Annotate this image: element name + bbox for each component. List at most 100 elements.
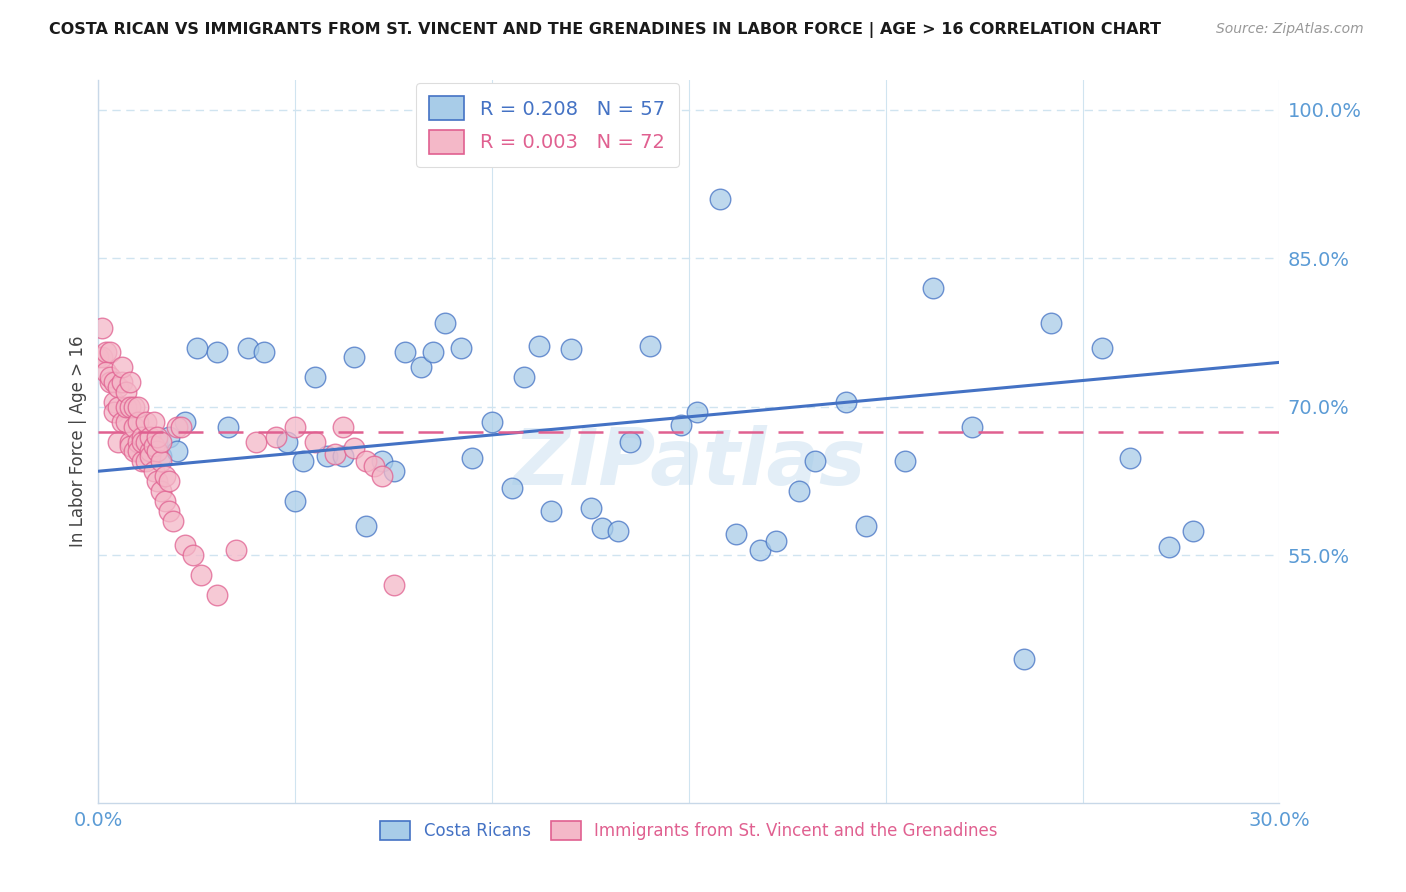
Point <box>135 454 157 468</box>
Point <box>855 518 877 533</box>
Point <box>284 419 307 434</box>
Point <box>529 338 551 352</box>
Point <box>245 434 267 449</box>
Point <box>135 440 157 454</box>
Point <box>115 385 138 400</box>
Point <box>225 543 247 558</box>
Point <box>91 351 114 365</box>
Point <box>103 405 125 419</box>
Point <box>607 524 630 538</box>
Point <box>186 341 208 355</box>
Point <box>118 434 141 449</box>
Point <box>146 434 169 449</box>
Point <box>217 419 239 434</box>
Point <box>332 419 354 434</box>
Point <box>142 415 165 429</box>
Point <box>107 400 129 414</box>
Point <box>118 400 141 414</box>
Point <box>111 415 134 429</box>
Point <box>166 419 188 434</box>
Point <box>481 415 503 429</box>
Point <box>91 320 114 334</box>
Point <box>579 500 602 515</box>
Point <box>87 351 110 365</box>
Point <box>540 504 562 518</box>
Point <box>122 419 145 434</box>
Point <box>162 514 184 528</box>
Point <box>170 419 193 434</box>
Point <box>894 454 917 468</box>
Point <box>103 375 125 389</box>
Point <box>343 351 366 365</box>
Point <box>107 380 129 394</box>
Point <box>127 400 149 414</box>
Text: Source: ZipAtlas.com: Source: ZipAtlas.com <box>1216 22 1364 37</box>
Point <box>669 417 692 432</box>
Point <box>138 429 160 443</box>
Point <box>142 464 165 478</box>
Point <box>122 444 145 458</box>
Point <box>96 345 118 359</box>
Point <box>115 415 138 429</box>
Point <box>1012 652 1035 666</box>
Point <box>284 494 307 508</box>
Point <box>127 444 149 458</box>
Point <box>382 578 405 592</box>
Point <box>174 415 197 429</box>
Point <box>323 447 346 461</box>
Point <box>709 192 731 206</box>
Text: ZIPatlas: ZIPatlas <box>513 425 865 501</box>
Point <box>155 494 177 508</box>
Point <box>131 454 153 468</box>
Point <box>127 434 149 449</box>
Point <box>127 415 149 429</box>
Point <box>1119 451 1142 466</box>
Point <box>411 360 433 375</box>
Point <box>131 434 153 449</box>
Point <box>150 483 173 498</box>
Point <box>111 360 134 375</box>
Point <box>118 440 141 454</box>
Text: COSTA RICAN VS IMMIGRANTS FROM ST. VINCENT AND THE GRENADINES IN LABOR FORCE | A: COSTA RICAN VS IMMIGRANTS FROM ST. VINCE… <box>49 22 1161 38</box>
Point <box>122 400 145 414</box>
Point <box>922 281 945 295</box>
Point <box>501 481 523 495</box>
Point <box>354 518 377 533</box>
Point <box>1159 541 1181 555</box>
Point <box>174 539 197 553</box>
Point <box>190 568 212 582</box>
Point <box>150 454 173 468</box>
Point <box>787 483 810 498</box>
Point <box>371 454 394 468</box>
Point <box>962 419 984 434</box>
Point <box>118 375 141 389</box>
Point <box>835 395 858 409</box>
Point <box>142 440 165 454</box>
Point <box>205 588 228 602</box>
Point <box>157 429 180 443</box>
Point <box>686 405 709 419</box>
Point <box>422 345 444 359</box>
Point <box>382 464 405 478</box>
Point <box>1040 316 1063 330</box>
Point <box>765 533 787 548</box>
Point <box>146 474 169 488</box>
Point <box>146 444 169 458</box>
Point <box>433 316 456 330</box>
Point <box>98 370 121 384</box>
Point <box>354 454 377 468</box>
Point <box>150 450 173 464</box>
Point <box>205 345 228 359</box>
Point <box>343 442 366 456</box>
Point <box>394 345 416 359</box>
Point <box>166 444 188 458</box>
Point <box>748 543 770 558</box>
Point <box>315 450 337 464</box>
Point <box>276 434 298 449</box>
Point <box>619 434 641 449</box>
Point <box>96 365 118 379</box>
Point <box>111 375 134 389</box>
Point <box>560 343 582 357</box>
Legend: R = 0.208   N = 57, R = 0.003   N = 72: R = 0.208 N = 57, R = 0.003 N = 72 <box>416 83 679 167</box>
Point <box>512 370 534 384</box>
